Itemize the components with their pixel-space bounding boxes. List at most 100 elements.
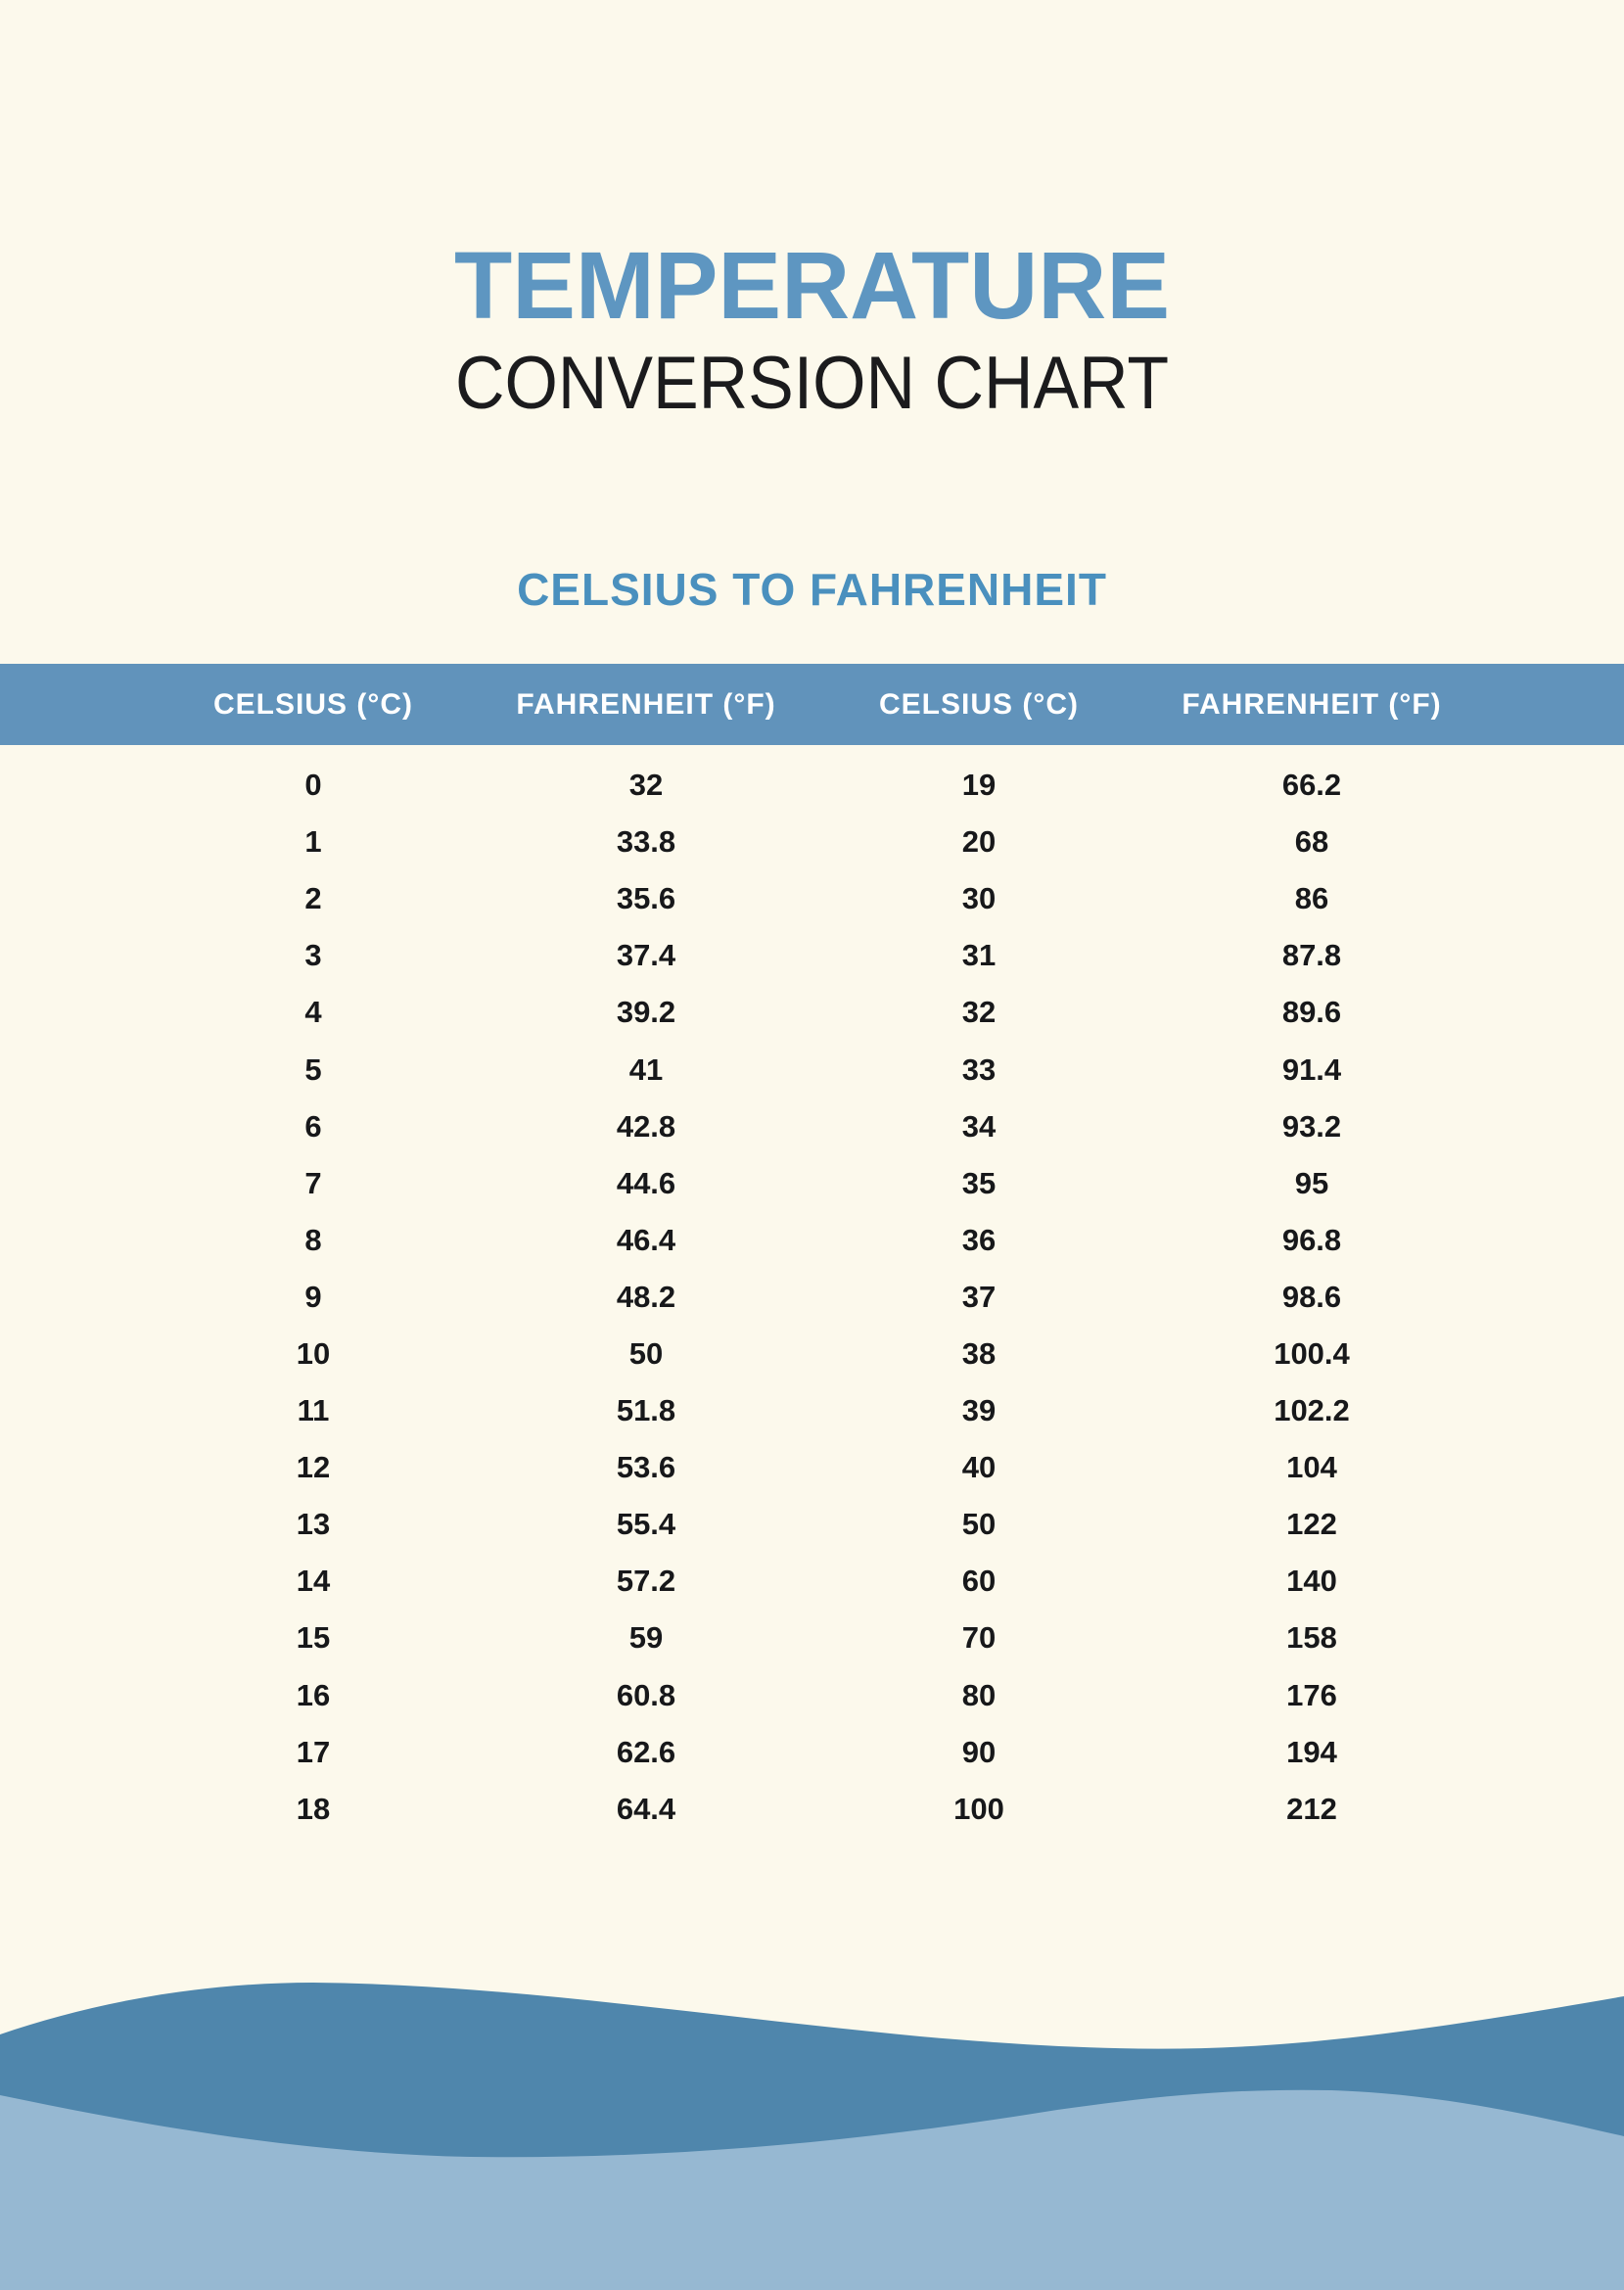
table-row: 4 39.2 32 89.6: [147, 984, 1478, 1041]
table-row: 1 33.8 20 68: [147, 814, 1478, 870]
table-cell: 17: [296, 1734, 331, 1769]
table-cell: 41: [628, 1052, 664, 1087]
table-cell: 50: [961, 1507, 997, 1542]
table-row: 7 44.6 35 95: [147, 1155, 1478, 1212]
table-cell: 42.8: [616, 1108, 676, 1144]
table-row: 6 42.8 34 93.2: [147, 1098, 1478, 1155]
table-cell: 212: [1286, 1791, 1337, 1826]
table-cell: 32: [628, 768, 664, 803]
table-cell: 33: [961, 1052, 997, 1087]
table-cell: 102.2: [1274, 1393, 1350, 1428]
table-cell: 140: [1286, 1564, 1337, 1599]
table-cell: 93.2: [1281, 1108, 1342, 1144]
table-cell: 10: [296, 1335, 331, 1371]
table-row: 18 64.4 100 212: [147, 1781, 1478, 1838]
table-cell: 59: [628, 1620, 664, 1656]
table-cell: 33.8: [616, 824, 676, 860]
column-header-fahrenheit-1: FAHRENHEIT (°F): [516, 687, 776, 721]
column-header-celsius-2: CELSIUS (°C): [879, 687, 1079, 721]
table-cell: 31: [961, 938, 997, 973]
table-cell: 15: [296, 1620, 331, 1656]
table-row: 2 35.6 30 86: [147, 870, 1478, 927]
table-cell: 91.4: [1281, 1052, 1342, 1087]
table-cell: 68: [1294, 824, 1329, 860]
page-title: TEMPERATURE: [453, 232, 1171, 339]
table-cell: 122: [1286, 1507, 1337, 1542]
table-cell: 55.4: [616, 1507, 676, 1542]
table-cell: 35: [961, 1165, 997, 1200]
table-cell: 98.6: [1281, 1279, 1342, 1314]
table-cell: 66.2: [1281, 768, 1342, 803]
table-row: 14 57.2 60 140: [147, 1553, 1478, 1610]
table-cell: 12: [296, 1450, 331, 1485]
table-row: 17 62.6 90 194: [147, 1724, 1478, 1781]
table-cell: 2: [304, 881, 322, 916]
wave-footer-decoration: [0, 1908, 1624, 2290]
table-cell: 18: [296, 1791, 331, 1826]
table-cell: 90: [961, 1734, 997, 1769]
table-cell: 13: [296, 1507, 331, 1542]
table-cell: 4: [304, 995, 322, 1030]
table-header-row: CELSIUS (°C) FAHRENHEIT (°F) CELSIUS (°C…: [147, 664, 1478, 745]
table-row: 13 55.4 50 122: [147, 1496, 1478, 1553]
table-cell: 100: [953, 1791, 1004, 1826]
table-cell: 1: [304, 824, 322, 860]
table-row: 5 41 33 91.4: [147, 1041, 1478, 1098]
table-header-band: CELSIUS (°C) FAHRENHEIT (°F) CELSIUS (°C…: [0, 664, 1624, 745]
wave-light-shape: [0, 2089, 1624, 2290]
table-cell: 19: [961, 768, 997, 803]
table-cell: 36: [961, 1222, 997, 1257]
table-cell: 3: [304, 938, 322, 973]
table-cell: 7: [304, 1165, 322, 1200]
table-cell: 64.4: [616, 1791, 676, 1826]
table-cell: 86: [1294, 881, 1329, 916]
table-cell: 104: [1286, 1450, 1337, 1485]
table-cell: 37: [961, 1279, 997, 1314]
table-row: 12 53.6 40 104: [147, 1439, 1478, 1496]
table-row: 8 46.4 36 96.8: [147, 1212, 1478, 1269]
table-cell: 176: [1286, 1677, 1337, 1712]
table-cell: 48.2: [616, 1279, 676, 1314]
table-cell: 95: [1294, 1165, 1329, 1200]
table-cell: 51.8: [616, 1393, 676, 1428]
table-cell: 6: [304, 1108, 322, 1144]
table-cell: 34: [961, 1108, 997, 1144]
table-cell: 20: [961, 824, 997, 860]
column-header-fahrenheit-2: FAHRENHEIT (°F): [1182, 687, 1442, 721]
table-row: 15 59 70 158: [147, 1610, 1478, 1666]
table-cell: 38: [961, 1335, 997, 1371]
table-cell: 158: [1286, 1620, 1337, 1656]
table-cell: 80: [961, 1677, 997, 1712]
table-cell: 0: [304, 768, 322, 803]
section-heading: CELSIUS TO FAHRENHEIT: [517, 564, 1107, 615]
table-cell: 37.4: [616, 938, 676, 973]
table-cell: 39: [961, 1393, 997, 1428]
table-cell: 60: [961, 1564, 997, 1599]
table-cell: 40: [961, 1450, 997, 1485]
title-block: TEMPERATURE CONVERSION CHART: [0, 238, 1624, 421]
table-cell: 14: [296, 1564, 331, 1599]
table-cell: 35.6: [616, 881, 676, 916]
table-row: 9 48.2 37 98.6: [147, 1269, 1478, 1326]
table-cell: 5: [304, 1052, 322, 1087]
table-cell: 39.2: [616, 995, 676, 1030]
table-cell: 46.4: [616, 1222, 676, 1257]
table-cell: 70: [961, 1620, 997, 1656]
table-row: 11 51.8 39 102.2: [147, 1382, 1478, 1439]
table-cell: 194: [1286, 1734, 1337, 1769]
table-cell: 53.6: [616, 1450, 676, 1485]
page-subtitle: CONVERSION CHART: [454, 342, 1170, 425]
table-cell: 30: [961, 881, 997, 916]
table-row: 16 60.8 80 176: [147, 1667, 1478, 1724]
table-cell: 8: [304, 1222, 322, 1257]
table-cell: 16: [296, 1677, 331, 1712]
table-cell: 50: [628, 1335, 664, 1371]
table-row: 0 32 19 66.2: [147, 757, 1478, 814]
wave-graphic: [0, 1983, 1624, 2290]
table-cell: 60.8: [616, 1677, 676, 1712]
table-cell: 44.6: [616, 1165, 676, 1200]
table-cell: 11: [297, 1393, 330, 1428]
table-cell: 9: [304, 1279, 322, 1314]
table-cell: 32: [961, 995, 997, 1030]
